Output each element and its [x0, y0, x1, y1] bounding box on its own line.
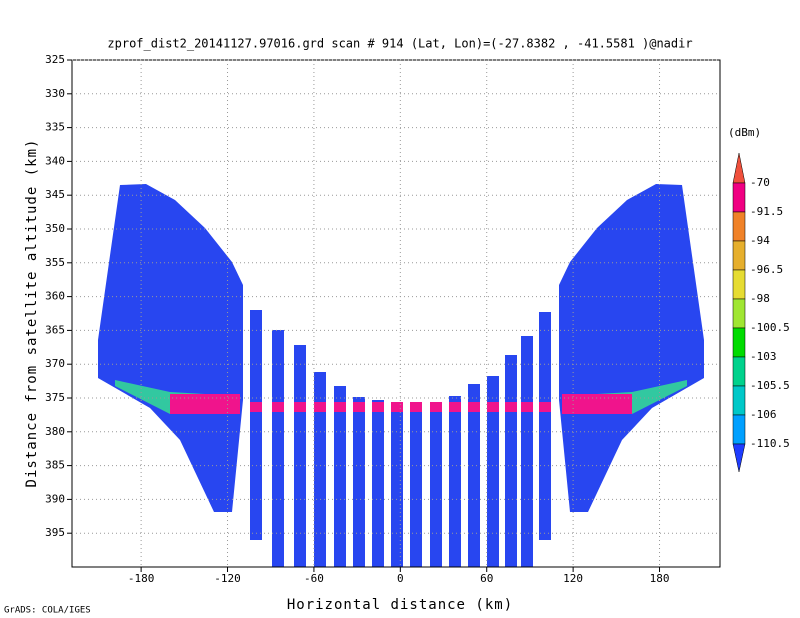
swath-strip [449, 396, 461, 567]
colorbar-title: (dBm) [728, 126, 761, 139]
swath-band [487, 402, 499, 412]
y-tick-label: 370 [45, 357, 65, 370]
y-axis-label: Distance from satellite altitude (km) [24, 139, 40, 488]
swath-band [250, 402, 262, 412]
swath-band [521, 402, 533, 412]
colorbar-label: -110.5 [750, 437, 790, 450]
colorbar-label: -91.5 [750, 205, 783, 218]
colorbar-swatch [732, 443, 746, 473]
swath-strip [430, 404, 442, 567]
swath-shape [559, 184, 704, 512]
swath-strip [468, 384, 480, 567]
swath-strip [521, 336, 533, 567]
swath-band [372, 402, 384, 412]
colorbar-swatch [732, 327, 746, 358]
y-tick-label: 350 [45, 222, 65, 235]
colorbar-swatch [732, 152, 746, 184]
colorbar-swatch [732, 298, 746, 329]
swath-strip [539, 312, 551, 540]
y-tick-label: 380 [45, 425, 65, 438]
colorbar-swatch [732, 240, 746, 271]
swath-strip [353, 397, 365, 567]
colorbar-label: -105.5 [750, 379, 790, 392]
swath-shape [98, 184, 243, 512]
swath-strip [250, 310, 262, 540]
y-tick-label: 330 [45, 87, 65, 100]
y-tick-label: 345 [45, 188, 65, 201]
y-tick-label: 385 [45, 459, 65, 472]
x-tick-label: -180 [128, 572, 155, 585]
swath-band [314, 402, 326, 412]
colorbar-label: -98 [750, 292, 770, 305]
x-tick-label: 60 [480, 572, 493, 585]
swath-strip [372, 400, 384, 567]
swath-strip [487, 376, 499, 567]
x-tick-label: 180 [650, 572, 670, 585]
colorbar-swatch [732, 356, 746, 387]
x-axis-label: Horizontal distance (km) [287, 597, 513, 613]
y-tick-label: 375 [45, 391, 65, 404]
colorbar-swatch [732, 414, 746, 445]
swath-band [391, 402, 403, 412]
swath-strip [334, 386, 346, 567]
swath-band [170, 394, 240, 414]
swath-strip [505, 355, 517, 567]
x-tick-label: -120 [214, 572, 241, 585]
colorbar-label: -70 [750, 176, 770, 189]
data-swath [98, 184, 704, 567]
colorbar-swatch [732, 385, 746, 416]
swath-band [449, 402, 461, 412]
colorbar-label: -103 [750, 350, 777, 363]
colorbar-label: -96.5 [750, 263, 783, 276]
colorbar-swatch [732, 182, 746, 213]
y-tick-label: 335 [45, 121, 65, 134]
y-tick-label: 360 [45, 290, 65, 303]
swath-band [334, 402, 346, 412]
x-tick-label: 120 [563, 572, 583, 585]
swath-strip [314, 372, 326, 567]
swath-band [562, 394, 632, 414]
colorbar-swatch [732, 211, 746, 242]
colorbar-swatch [732, 269, 746, 300]
swath-band [353, 402, 365, 412]
swath-strip [272, 330, 284, 567]
swath-band [505, 402, 517, 412]
credit: GrADS: COLA/IGES [4, 606, 91, 616]
swath-strip [410, 404, 422, 567]
swath-band [294, 402, 306, 412]
colorbar-label: -100.5 [750, 321, 790, 334]
y-tick-label: 340 [45, 154, 65, 167]
swath-band [410, 402, 422, 412]
colorbar-label: -106 [750, 408, 777, 421]
colorbar-label: -94 [750, 234, 770, 247]
swath-band [430, 402, 442, 412]
y-tick-label: 395 [45, 526, 65, 539]
y-tick-label: 390 [45, 492, 65, 505]
swath-strip [391, 404, 403, 567]
swath-band [272, 402, 284, 412]
swath-strip [294, 345, 306, 567]
x-tick-label: -60 [304, 572, 324, 585]
y-tick-label: 325 [45, 53, 65, 66]
swath-band [468, 402, 480, 412]
x-tick-label: 0 [397, 572, 404, 585]
y-tick-label: 365 [45, 323, 65, 336]
chart-title: zprof_dist2_20141127.97016.grd scan # 91… [107, 37, 692, 51]
y-tick-label: 355 [45, 256, 65, 269]
swath-band [539, 402, 551, 412]
